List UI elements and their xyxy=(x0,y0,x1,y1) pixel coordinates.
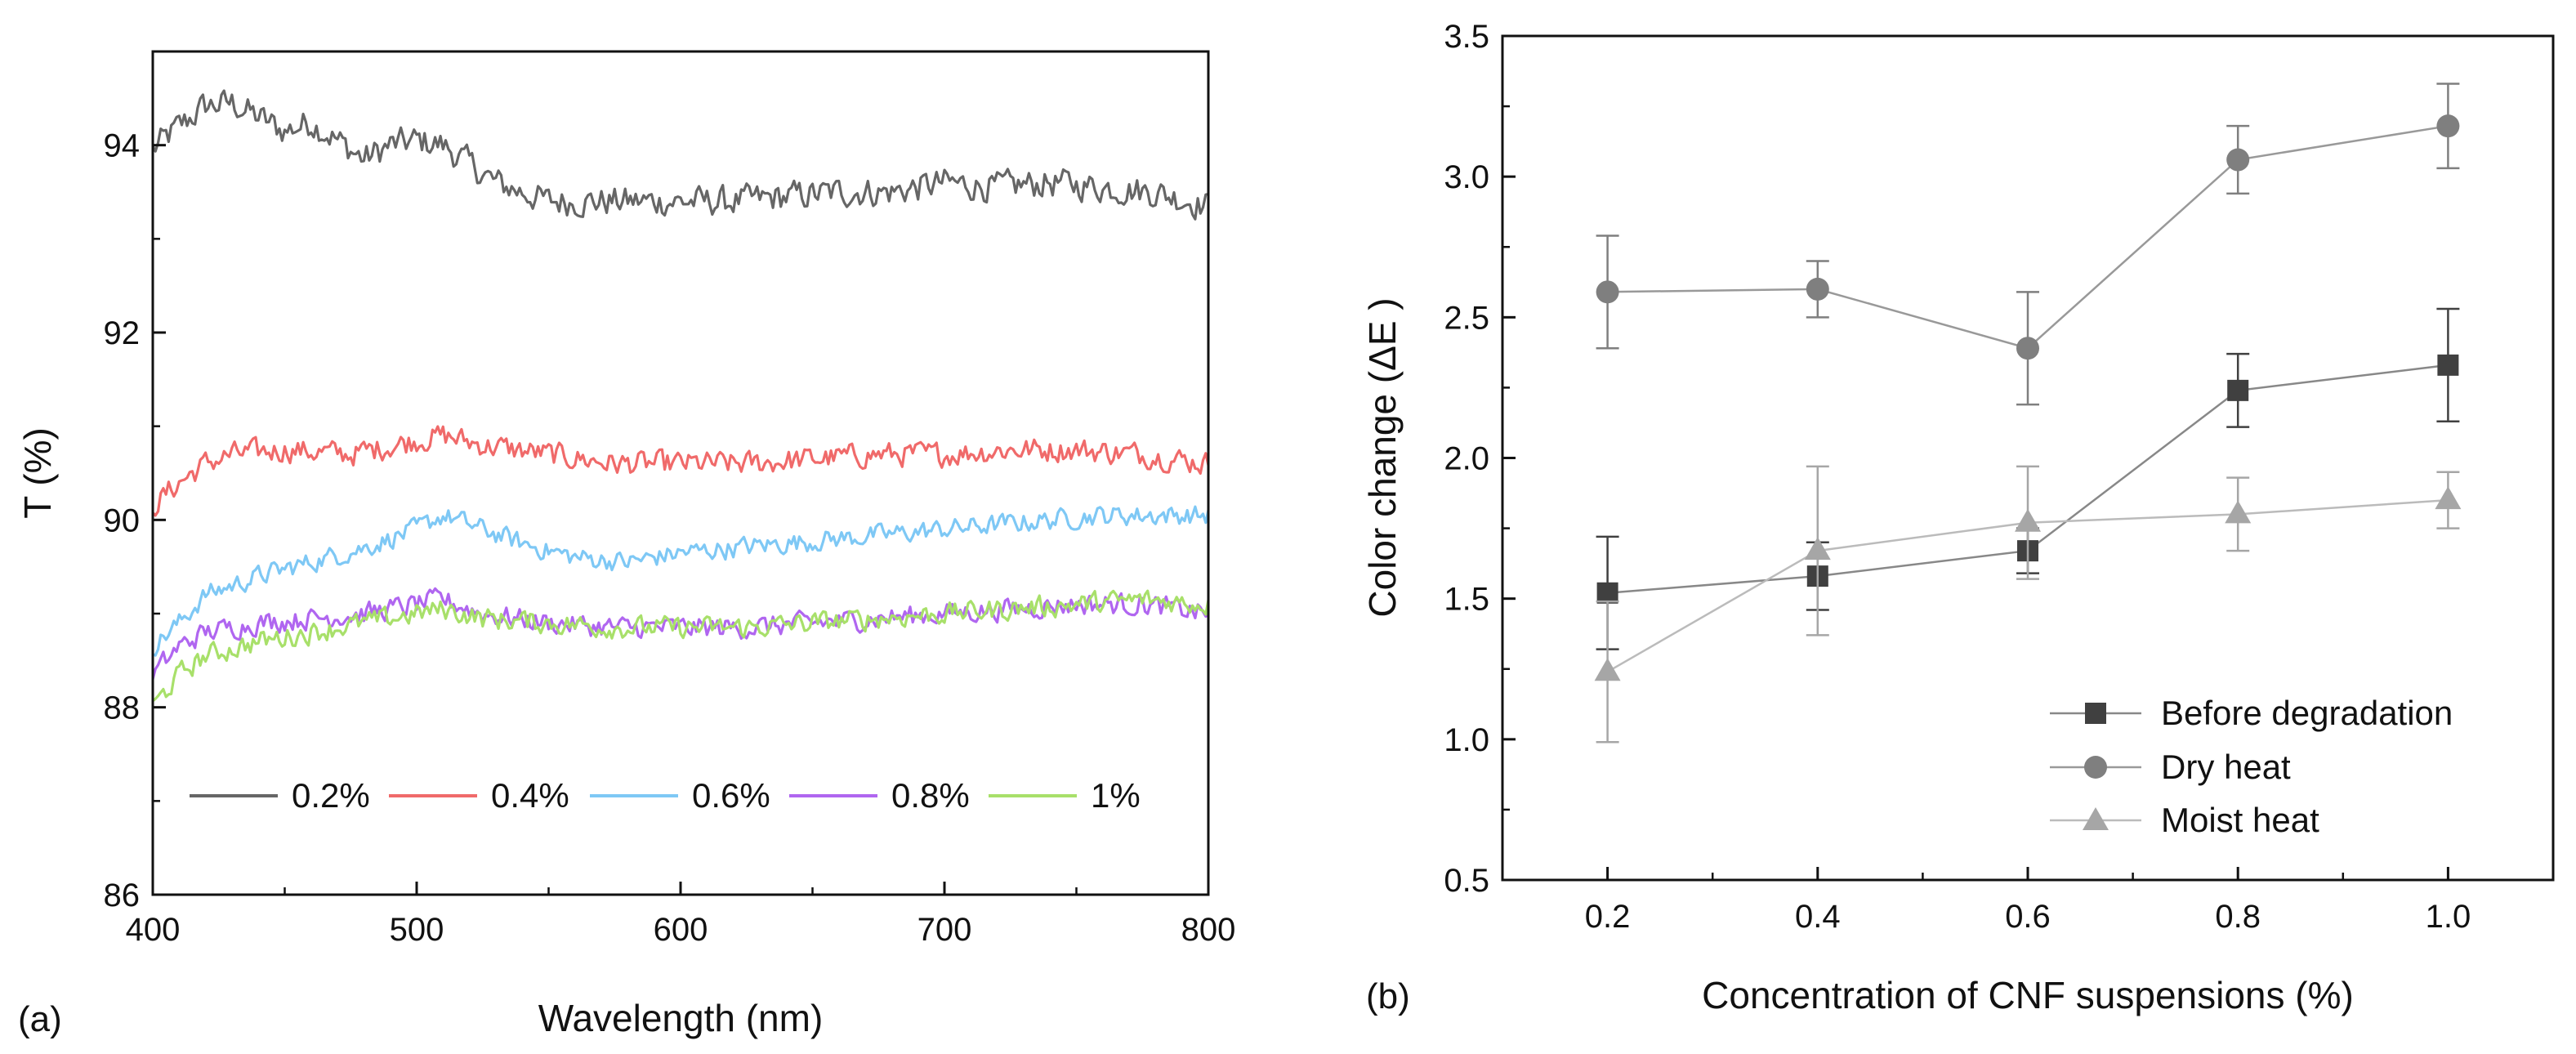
panel-b-frame xyxy=(1501,34,2555,882)
panel-b-label: (b) xyxy=(1366,976,1410,1016)
panel-a-y-axis-title: T (%) xyxy=(16,427,59,519)
panel-a-x-tick-label: 400 xyxy=(126,912,181,948)
panel-a-x-axis-title: Wavelength (nm) xyxy=(538,997,824,1039)
panel-b-y-tick-label: 1.5 xyxy=(1444,582,1489,618)
panel-b-ticks: 0.2 0.4 0.6 0.8 1.0 0.5 1.0 1.5 2.0 2.5 3.0 3.5 xyxy=(1444,19,2555,935)
data-point-dry-heat xyxy=(1596,280,1619,304)
panel-a-label: (a) xyxy=(18,999,62,1039)
data-point-moist-heat xyxy=(1594,658,1621,681)
series-line-1 xyxy=(151,589,1210,703)
panel-b-y-tick-label: 3.5 xyxy=(1444,19,1489,55)
panel-a-x-tick-label: 500 xyxy=(390,912,444,948)
panel-b-y-tick-label: 0.5 xyxy=(1444,863,1489,899)
legend-marker-circle xyxy=(2084,756,2107,779)
panel-b-x-tick-label: 0.8 xyxy=(2215,899,2261,935)
data-point-dry-heat xyxy=(2436,114,2460,138)
series-line-0-4 xyxy=(151,425,1210,517)
data-point-dry-heat xyxy=(2016,337,2039,360)
series-line-0-6 xyxy=(152,505,1210,657)
panel-b-x-tick-label: 0.4 xyxy=(1795,899,1841,935)
panel-a-y-tick-label: 86 xyxy=(104,878,141,913)
panel-b-series-group xyxy=(1594,83,2462,744)
panel-b-y-tick-label: 3.0 xyxy=(1444,159,1489,195)
panel-a-chart: 400 500 600 700 800 86 88 90 92 94 Wavelength (nm… xyxy=(16,50,1236,1039)
legend-marker-square xyxy=(2085,703,2106,724)
legend-label-0-8: 0.8% xyxy=(891,776,970,815)
panel-a-frame xyxy=(151,50,1210,896)
series-line-0-2 xyxy=(151,89,1209,221)
legend-label-before-degradation: Before degradation xyxy=(2161,694,2453,732)
legend-label-1: 1% xyxy=(1091,776,1141,815)
data-point-moist-heat xyxy=(2435,486,2462,510)
panel-b-x-axis-title: Concentration of CNF suspensions (%) xyxy=(1702,974,2354,1016)
data-point-before-degradation xyxy=(2227,379,2249,401)
panel-b-y-tick-label: 2.5 xyxy=(1444,300,1489,336)
panel-b-chart: 0.2 0.4 0.6 0.8 1.0 0.5 1.0 1.5 2.0 2.5 3.0 3.5 Con… xyxy=(1361,19,2555,1016)
panel-b-x-tick-label: 0.6 xyxy=(2005,899,2051,935)
panel-a-y-tick-label: 90 xyxy=(104,502,141,538)
panel-a-y-tick-label: 88 xyxy=(104,690,141,726)
data-point-before-degradation xyxy=(2437,354,2459,376)
panel-a-x-tick-label: 800 xyxy=(1181,912,1236,948)
legend-label-moist-heat: Moist heat xyxy=(2161,801,2319,839)
panel-b-y-axis-title: Color change (ΔE ) xyxy=(1361,297,1404,617)
data-point-dry-heat xyxy=(2226,148,2250,172)
panel-b-y-tick-label: 1.0 xyxy=(1444,722,1489,758)
legend-label-0-6: 0.6% xyxy=(692,776,770,815)
panel-a-x-tick-label: 600 xyxy=(654,912,708,948)
panel-b-y-tick-label: 2.0 xyxy=(1444,441,1489,477)
data-point-moist-heat xyxy=(1804,537,1831,560)
data-point-moist-heat xyxy=(2015,508,2041,532)
panel-a-legend: 0.2% 0.4% 0.6% 0.8% 1% xyxy=(190,776,1141,815)
panel-b-x-tick-label: 0.2 xyxy=(1585,899,1631,935)
data-point-dry-heat xyxy=(1806,277,1829,301)
panel-b-x-tick-label: 1.0 xyxy=(2426,899,2471,935)
legend-label-dry-heat: Dry heat xyxy=(2161,748,2291,786)
panel-a-series-group xyxy=(151,89,1210,703)
data-point-before-degradation xyxy=(1596,582,1618,604)
panel-a-ticks: 400 500 600 700 800 86 88 90 92 94 xyxy=(104,128,1236,948)
legend-label-0-4: 0.4% xyxy=(491,776,569,815)
legend-label-0-2: 0.2% xyxy=(292,776,370,815)
panel-a-y-tick-label: 92 xyxy=(104,315,141,351)
series-line-0-8 xyxy=(151,587,1209,680)
panel-a-y-tick-label: 94 xyxy=(104,128,141,164)
legend-marker-triangle xyxy=(2083,807,2109,830)
panel-b-legend: Before degradation Dry heat Moist heat xyxy=(2050,694,2453,839)
panel-a-x-tick-label: 700 xyxy=(917,912,972,948)
data-point-moist-heat xyxy=(2225,500,2252,524)
